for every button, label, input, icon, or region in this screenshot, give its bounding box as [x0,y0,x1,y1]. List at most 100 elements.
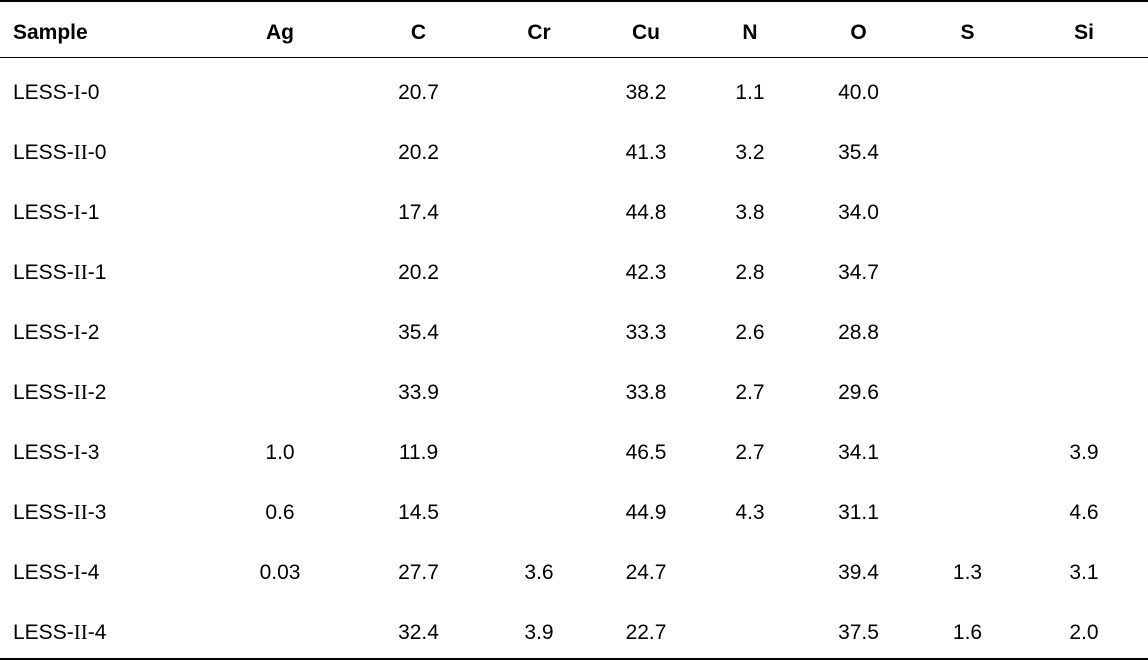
value-cell: 3.6 [524,560,554,584]
value-cell [915,178,1020,238]
value-cell [1020,178,1148,238]
value-cell [207,118,353,178]
value-cell [207,58,353,119]
value-cell: 3.2 [735,140,765,164]
value-cell [207,598,353,659]
sample-name-numeral: I [73,320,81,344]
sample-cell: LESS-II-2 [0,358,207,418]
sample-name-suffix: -3 [80,441,100,464]
value-cell: 1.6 [952,620,983,644]
value-cell: 2.7 [735,440,765,464]
sample-cell: LESS-II-3 [0,478,207,538]
value-cell [915,58,1020,119]
table-row: LESS-II-0 20.2 41.3 3.2 35.4 [0,118,1148,178]
sample-name-suffix: -3 [87,501,107,524]
value-cell [207,178,353,238]
value-cell: 27.7 [398,560,439,584]
value-cell: 22.7 [625,620,667,644]
value-cell: 24.7 [625,560,667,584]
value-cell [484,118,594,178]
sample-name-prefix: LESS- [13,621,74,644]
sample-name-numeral: II [73,140,88,164]
value-cell: 40.0 [838,80,879,104]
sample-name-numeral: II [73,500,88,524]
sample-name-numeral: II [73,380,88,404]
value-cell [484,238,594,298]
sample-name-prefix: LESS- [13,201,74,224]
sample-name-numeral: I [73,80,81,104]
value-cell [1020,298,1148,358]
sample-name-prefix: LESS- [13,381,74,404]
value-cell: 33.9 [398,380,439,404]
sample-cell: LESS-II-0 [0,118,207,178]
value-cell: 3.9 [1069,440,1099,464]
value-cell [484,298,594,358]
sample-name-numeral: II [73,620,88,644]
column-header-n: N [698,1,802,58]
value-cell [915,418,1020,478]
value-cell: 3.1 [1069,560,1099,584]
value-cell: 38.2 [625,80,667,104]
value-cell: 2.7 [735,380,765,404]
sample-name-prefix: LESS- [13,321,74,344]
value-cell [484,58,594,119]
value-cell: 1.3 [952,560,983,584]
sample-name-prefix: LESS- [13,501,74,524]
value-cell: 29.6 [838,380,879,404]
sample-name-suffix: -0 [87,141,107,164]
table-row: LESS-I-4 0.03 27.7 3.6 24.7 39.4 1.3 3.1 [0,538,1148,598]
sample-name-suffix: -2 [80,321,100,344]
value-cell [915,298,1020,358]
sample-name-numeral: I [73,560,81,584]
value-cell: 34.7 [838,260,879,284]
table-row: LESS-II-2 33.9 33.8 2.7 29.6 [0,358,1148,418]
sample-name-prefix: LESS- [13,561,74,584]
table-row: LESS-II-1 20.2 42.3 2.8 34.7 [0,238,1148,298]
value-cell [484,178,594,238]
value-cell: 0.03 [259,560,301,584]
value-cell [915,238,1020,298]
value-cell: 33.8 [625,380,667,404]
column-header-si: Si [1020,1,1148,58]
value-cell [698,598,802,659]
value-cell [484,478,594,538]
column-header-s: S [915,1,1020,58]
table-row: LESS-I-0 20.7 38.2 1.1 40.0 [0,58,1148,119]
table-row: LESS-II-4 32.4 3.9 22.7 37.5 1.6 2.0 [0,598,1148,659]
value-cell: 46.5 [625,440,667,464]
value-cell: 34.1 [838,440,879,464]
value-cell: 20.7 [398,80,439,104]
table-row: LESS-I-2 35.4 33.3 2.6 28.8 [0,298,1148,358]
table-row: LESS-I-3 1.0 11.9 46.5 2.7 34.1 3.9 [0,418,1148,478]
value-cell: 31.1 [838,500,879,524]
sample-name-numeral: I [73,200,81,224]
column-header-c: C [353,1,484,58]
value-cell: 4.3 [735,500,765,524]
value-cell: 1.1 [735,80,765,104]
value-cell: 32.4 [398,620,439,644]
value-cell [1020,58,1148,119]
sample-name-suffix: -1 [87,261,107,284]
value-cell: 17.4 [398,200,439,224]
value-cell: 2.6 [735,320,765,344]
value-cell [1020,118,1148,178]
value-cell: 34.0 [838,200,879,224]
value-cell: 42.3 [625,260,667,284]
column-header-ag: Ag [207,1,353,58]
value-cell [207,238,353,298]
table-row: LESS-I-1 17.4 44.8 3.8 34.0 [0,178,1148,238]
value-cell: 41.3 [625,140,667,164]
sample-cell: LESS-I-3 [0,418,207,478]
value-cell [1020,238,1148,298]
value-cell: 0.6 [265,500,295,524]
value-cell [207,358,353,418]
value-cell [698,538,802,598]
value-cell: 20.2 [398,140,439,164]
value-cell: 44.8 [625,200,667,224]
value-cell [1020,358,1148,418]
sample-name-numeral: II [73,260,88,284]
value-cell: 35.4 [398,320,439,344]
sample-name-prefix: LESS- [13,141,74,164]
value-cell: 39.4 [838,560,879,584]
